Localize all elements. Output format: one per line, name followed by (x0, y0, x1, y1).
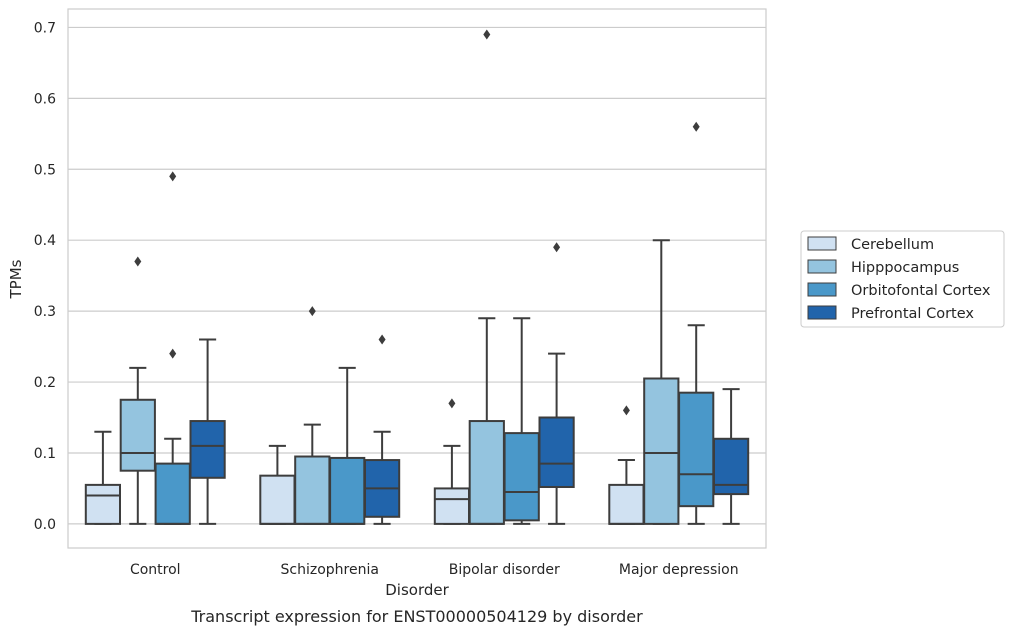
box-item (678, 121, 715, 525)
box-body (608, 483, 645, 525)
legend-swatch (807, 236, 837, 251)
box-item (329, 366, 366, 525)
box-body (433, 487, 471, 525)
box-item (363, 334, 401, 525)
box-body (503, 432, 540, 522)
outlier-point (448, 398, 456, 409)
box-item (712, 388, 750, 525)
y-tick-label: 0.4 (34, 233, 56, 249)
box-body (329, 456, 366, 525)
legend-swatch (807, 282, 837, 297)
x-tick-label: Control (130, 562, 181, 578)
box-item (538, 242, 575, 525)
box-body (678, 391, 715, 508)
box-item (608, 405, 645, 525)
outlier-point (169, 348, 177, 359)
box-body (643, 377, 680, 525)
outlier-point (169, 171, 177, 182)
legend: Cerebellum Hipppocampus Orbitofontal Corte… (800, 230, 1005, 328)
y-tick-label: 0.7 (34, 20, 56, 36)
box-series (84, 29, 750, 525)
y-tick-label: 0.6 (34, 91, 56, 107)
box-body (189, 420, 226, 479)
grid-lines (68, 26, 766, 525)
x-tick-label: Major depression (619, 562, 739, 578)
series-group (84, 398, 645, 525)
box-body (468, 420, 505, 525)
plot-area-frame (67, 8, 767, 549)
legend-label: Prefrontal Cortex (851, 306, 974, 322)
box-body (84, 483, 122, 525)
legend-swatch (807, 305, 837, 320)
box-item (259, 444, 296, 525)
x-axis-ticks: Control Schizophrenia Bipolar disorder Majo… (130, 562, 739, 578)
box-body (154, 462, 191, 525)
outlier-point (134, 256, 142, 267)
box-item (84, 430, 122, 525)
box-item (189, 338, 226, 525)
box-item (154, 171, 191, 525)
box-item (119, 256, 156, 525)
y-tick-label: 0.5 (34, 162, 56, 178)
outlier-point (553, 242, 561, 253)
outlier-point (622, 405, 630, 416)
box-body (294, 455, 331, 525)
legend-label: Hipppocampus (851, 260, 959, 276)
chart-caption: Transcript expression for ENST0000050412… (190, 607, 643, 626)
series-group (189, 242, 750, 525)
x-axis-label: Disorder (385, 581, 449, 599)
box-item (643, 239, 680, 525)
box-item (503, 317, 540, 525)
outlier-point (692, 121, 700, 132)
y-tick-label: 0.0 (34, 517, 56, 533)
legend-swatch (807, 259, 837, 274)
x-tick-label: Bipolar disorder (449, 562, 560, 578)
box-body (119, 398, 156, 472)
y-axis-label: TPMs (7, 259, 25, 299)
y-axis-ticks: 0.0 0.1 0.2 0.3 0.4 0.5 0.6 0.7 (34, 20, 56, 532)
outlier-point (308, 306, 316, 317)
y-tick-label: 0.1 (34, 446, 56, 462)
outlier-point (378, 334, 386, 345)
box-item (433, 398, 471, 525)
series-group (154, 121, 715, 525)
box-item (294, 306, 331, 525)
box-item (468, 29, 505, 525)
y-tick-label: 0.2 (34, 375, 56, 391)
legend-frame (800, 230, 1005, 328)
x-tick-label: Schizophrenia (281, 562, 379, 578)
outlier-point (483, 29, 491, 40)
box-body (538, 416, 575, 489)
legend-label: Cerebellum (851, 237, 934, 253)
box-body (259, 474, 296, 525)
y-tick-label: 0.3 (34, 304, 56, 320)
legend-label: Orbitofontal Cortex (851, 283, 991, 299)
